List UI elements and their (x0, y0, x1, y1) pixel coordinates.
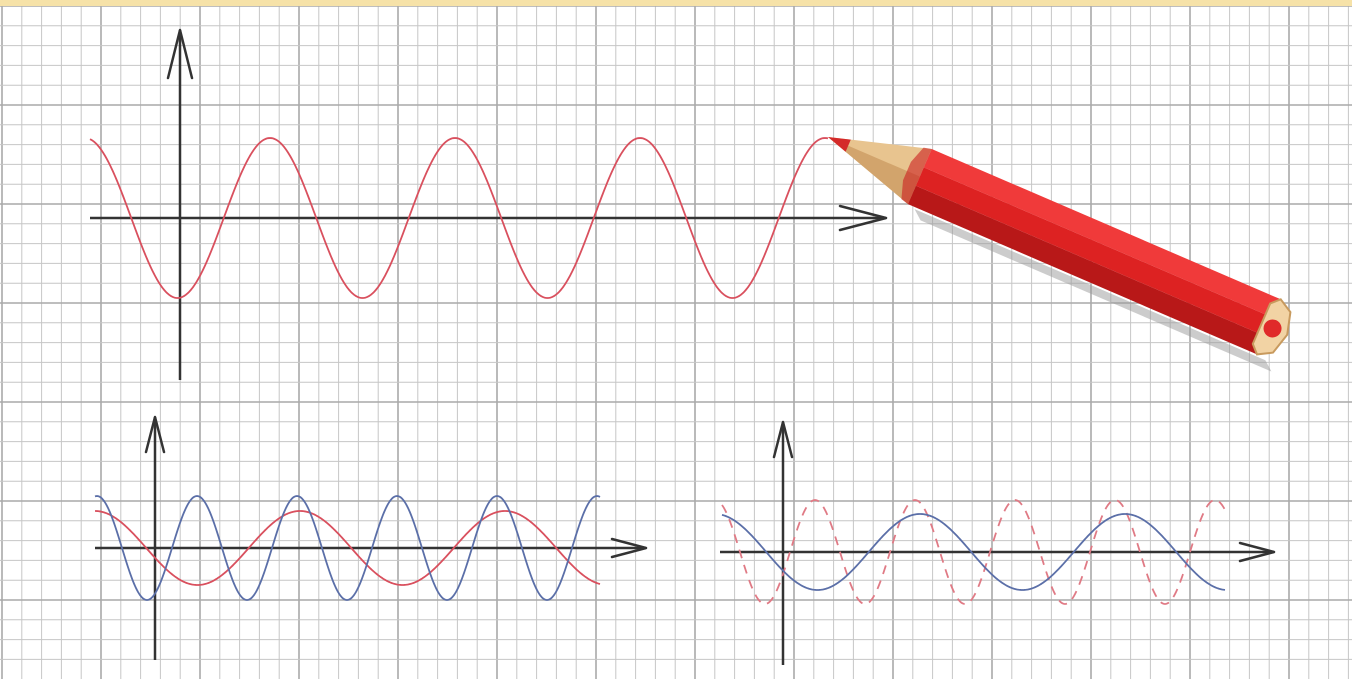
page: (() => { const svg = document.getElement… (0, 0, 1352, 679)
illustration (0, 0, 1352, 679)
top-border (0, 0, 1352, 6)
paper (0, 0, 1352, 679)
